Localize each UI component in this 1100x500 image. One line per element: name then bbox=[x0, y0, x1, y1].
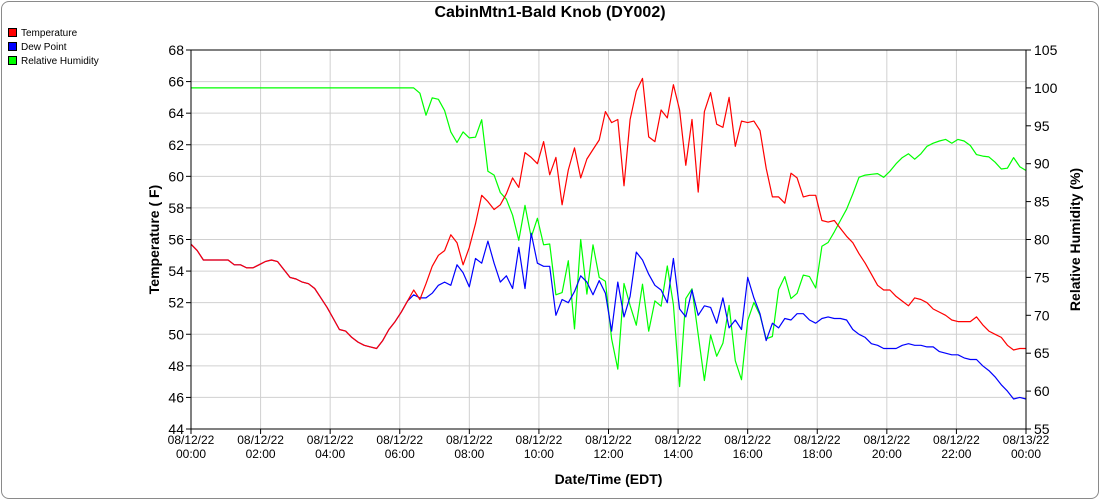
right-tick-label: 105 bbox=[1034, 42, 1058, 58]
x-tick-time-label: 18:00 bbox=[802, 447, 832, 461]
x-tick-time-label: 22:00 bbox=[941, 447, 971, 461]
x-tick-time-label: 12:00 bbox=[593, 447, 623, 461]
x-tick-time-label: 00:00 bbox=[1011, 447, 1041, 461]
left-tick-label: 46 bbox=[168, 389, 184, 405]
x-axis-label: Date/Time (EDT) bbox=[555, 471, 663, 487]
left-tick-label: 66 bbox=[168, 74, 184, 90]
legend-item-dew-point: Dew Point bbox=[8, 41, 99, 56]
legend-swatch-dew-point bbox=[8, 41, 17, 51]
right-tick-label: 65 bbox=[1034, 345, 1050, 361]
right-tick-label: 75 bbox=[1034, 269, 1050, 285]
x-tick-date-label: 08/12/22 bbox=[237, 433, 284, 447]
chart-legend: Temperature Dew Point Relative Humidity bbox=[8, 27, 99, 70]
left-tick-label: 48 bbox=[168, 358, 184, 374]
left-tick-label: 54 bbox=[168, 263, 184, 279]
x-tick-time-label: 14:00 bbox=[663, 447, 693, 461]
x-tick-date-label: 08/12/22 bbox=[307, 433, 354, 447]
left-tick-label: 50 bbox=[168, 326, 184, 342]
right-tick-label: 90 bbox=[1034, 156, 1050, 172]
y-axis-label-right: Relative Humidity (%) bbox=[1067, 168, 1083, 311]
left-tick-label: 44 bbox=[168, 421, 184, 437]
chart-title: CabinMtn1-Bald Knob (DY002) bbox=[434, 4, 666, 21]
x-tick-date-label: 08/12/22 bbox=[863, 433, 910, 447]
x-tick-time-label: 04:00 bbox=[315, 447, 345, 461]
right-tick-label: 100 bbox=[1034, 80, 1058, 96]
legend-label-dew-point: Dew Point bbox=[21, 42, 67, 53]
legend-label-temperature: Temperature bbox=[21, 28, 78, 39]
x-tick-date-label: 08/12/22 bbox=[724, 433, 771, 447]
legend-item-relative-humidity: Relative Humidity bbox=[8, 55, 99, 70]
left-tick-label: 64 bbox=[168, 105, 184, 121]
legend-item-temperature: Temperature bbox=[8, 27, 99, 42]
left-axis-ticks: 44 46 48 50 52 54 56 58 60 62 64 66 68 bbox=[168, 42, 191, 437]
left-tick-label: 68 bbox=[168, 42, 184, 58]
x-tick-time-label: 16:00 bbox=[733, 447, 763, 461]
x-tick-date-label: 08/12/22 bbox=[794, 433, 841, 447]
left-tick-label: 56 bbox=[168, 232, 184, 248]
right-tick-label: 60 bbox=[1034, 383, 1050, 399]
right-tick-label: 55 bbox=[1034, 421, 1050, 437]
legend-swatch-temperature bbox=[8, 27, 17, 37]
x-tick-date-label: 08/12/22 bbox=[446, 433, 493, 447]
x-axis-ticks: 08/12/2200:0008/12/2202:0008/12/2204:000… bbox=[168, 429, 1050, 461]
y-axis-label-left: Temperature ( F) bbox=[146, 185, 162, 294]
right-tick-label: 80 bbox=[1034, 232, 1050, 248]
x-tick-date-label: 08/13/22 bbox=[1003, 433, 1050, 447]
x-tick-time-label: 08:00 bbox=[454, 447, 484, 461]
x-tick-time-label: 02:00 bbox=[246, 447, 276, 461]
series-lines bbox=[190, 77, 1027, 400]
x-tick-date-label: 08/12/22 bbox=[168, 433, 215, 447]
legend-swatch-relative-humidity bbox=[8, 55, 17, 65]
x-tick-date-label: 08/12/22 bbox=[516, 433, 563, 447]
x-tick-date-label: 08/12/22 bbox=[655, 433, 702, 447]
x-tick-date-label: 08/12/22 bbox=[933, 433, 980, 447]
right-tick-label: 70 bbox=[1034, 307, 1050, 323]
x-tick-time-label: 20:00 bbox=[872, 447, 902, 461]
left-tick-label: 52 bbox=[168, 295, 184, 311]
left-tick-label: 58 bbox=[168, 200, 184, 216]
left-tick-label: 60 bbox=[168, 168, 184, 184]
right-tick-label: 85 bbox=[1034, 194, 1050, 210]
x-tick-date-label: 08/12/22 bbox=[585, 433, 632, 447]
x-tick-time-label: 10:00 bbox=[524, 447, 554, 461]
series-line-temperature bbox=[190, 77, 1026, 351]
right-tick-label: 95 bbox=[1034, 118, 1050, 134]
grid-lines bbox=[190, 49, 1027, 430]
series-line-relative-humidity bbox=[191, 87, 1027, 388]
legend-label-relative-humidity: Relative Humidity bbox=[21, 56, 99, 67]
x-tick-date-label: 08/12/22 bbox=[376, 433, 423, 447]
right-axis-ticks: 55 60 65 70 75 80 85 90 95 100 105 bbox=[1026, 42, 1058, 437]
left-tick-label: 62 bbox=[168, 137, 184, 153]
x-tick-time-label: 00:00 bbox=[176, 447, 206, 461]
x-tick-time-label: 06:00 bbox=[385, 447, 415, 461]
